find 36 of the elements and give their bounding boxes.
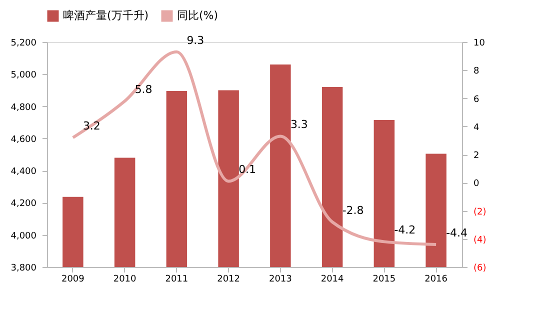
data-label: 9.3 xyxy=(186,34,204,47)
x-tick-label: 2013 xyxy=(268,274,292,284)
data-label: 3.2 xyxy=(82,120,100,133)
y2-tick-label: 0 xyxy=(474,179,480,190)
y2-tick-label: 8 xyxy=(474,66,480,77)
y2-tick-label: 4 xyxy=(474,122,480,133)
x-tick-label: 2012 xyxy=(217,274,240,284)
legend-label: 同比(%) xyxy=(177,9,218,22)
y-tick-label: 3,800 xyxy=(10,264,37,274)
data-label: 0.1 xyxy=(238,163,256,176)
y-tick-label: 4,600 xyxy=(10,134,37,145)
y2-tick-label: 2 xyxy=(474,151,480,161)
data-label: -4.4 xyxy=(446,226,468,240)
y2-tick-label: (6) xyxy=(474,264,486,274)
data-label: -2.8 xyxy=(342,204,364,217)
y2-tick-label: (2) xyxy=(474,207,486,218)
y2-tick-label: 6 xyxy=(474,94,480,105)
x-tick-label: 2016 xyxy=(424,274,448,284)
y-tick-label: 4,200 xyxy=(10,199,37,210)
data-label: 5.8 xyxy=(134,83,152,96)
x-tick-label: 2011 xyxy=(165,274,188,284)
x-tick-label: 2009 xyxy=(61,274,85,284)
y-tick-label: 5,200 xyxy=(10,38,37,48)
line-series xyxy=(71,50,438,246)
data-label: -4.2 xyxy=(394,224,416,237)
x-tick-label: 2010 xyxy=(113,274,137,284)
x-tick-label: 2014 xyxy=(320,274,344,284)
y-tick-label: 5,000 xyxy=(10,70,37,81)
y2-tick-label: 10 xyxy=(474,38,486,48)
y-tick-label: 4,400 xyxy=(10,167,37,178)
y-tick-label: 4,800 xyxy=(10,102,37,113)
y-tick-label: 4,000 xyxy=(10,231,37,242)
x-tick-label: 2015 xyxy=(372,274,396,284)
data-label: 3.3 xyxy=(290,118,308,132)
y2-tick-label: (4) xyxy=(474,235,486,246)
legend-label: 啤酒产量(万千升) xyxy=(63,9,149,22)
